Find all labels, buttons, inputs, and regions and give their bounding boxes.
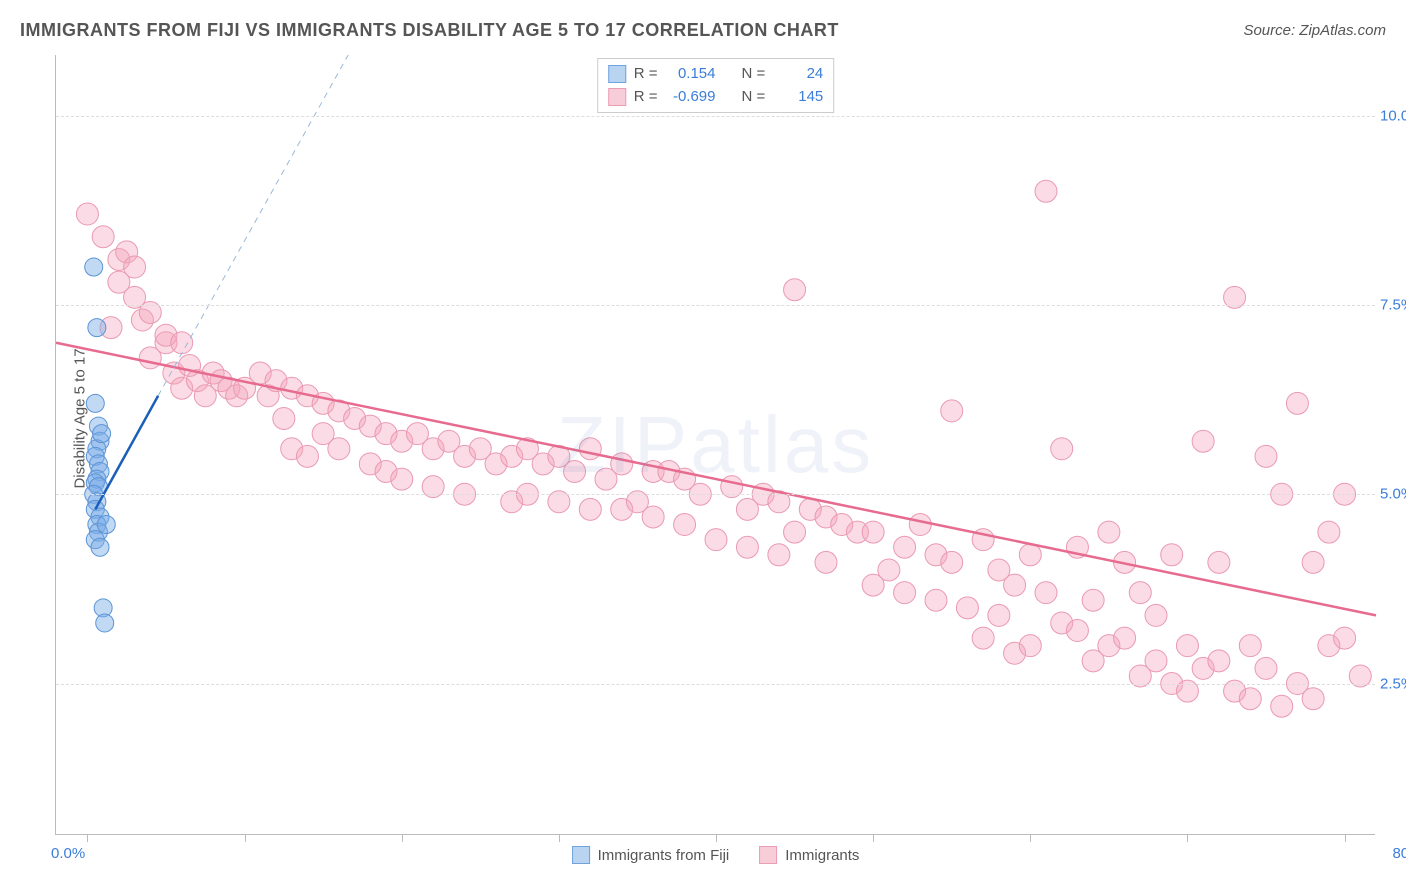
- gridline-h: [56, 494, 1375, 495]
- swatch-immigrants: [759, 846, 777, 864]
- y-tick-label: 2.5%: [1380, 675, 1406, 692]
- legend-item-immigrants: Immigrants: [759, 846, 859, 864]
- x-tick: [1030, 834, 1031, 842]
- y-tick-label: 7.5%: [1380, 296, 1406, 313]
- x-tick: [87, 834, 88, 842]
- legend-item-fiji: Immigrants from Fiji: [572, 846, 730, 864]
- n-value-fiji: 24: [773, 63, 823, 86]
- x-tick: [1345, 834, 1346, 842]
- r-label: R =: [634, 86, 658, 109]
- n-value-immigrants: 145: [773, 86, 823, 109]
- y-tick-label: 10.0%: [1380, 107, 1406, 124]
- r-value-immigrants: -0.699: [666, 86, 716, 109]
- swatch-fiji: [572, 846, 590, 864]
- y-tick-label: 5.0%: [1380, 486, 1406, 503]
- swatch-fiji: [608, 65, 626, 83]
- gridline-h: [56, 305, 1375, 306]
- n-label: N =: [742, 86, 766, 109]
- x-tick: [245, 834, 246, 842]
- scatter-plot-svg: [56, 55, 1375, 834]
- series-legend: Immigrants from Fiji Immigrants: [572, 846, 860, 864]
- n-label: N =: [742, 63, 766, 86]
- x-max-label: 80.0%: [1392, 845, 1406, 862]
- x-tick: [1187, 834, 1188, 842]
- legend-label-immigrants: Immigrants: [785, 847, 859, 864]
- stats-legend: R = 0.154 N = 24 R = -0.699 N = 145: [597, 58, 835, 113]
- gridline-h: [56, 116, 1375, 117]
- x-tick: [559, 834, 560, 842]
- gridline-h: [56, 684, 1375, 685]
- swatch-immigrants: [608, 88, 626, 106]
- r-value-fiji: 0.154: [666, 63, 716, 86]
- x-tick: [402, 834, 403, 842]
- stats-row-immigrants: R = -0.699 N = 145: [608, 86, 824, 109]
- source-label: Source: ZipAtlas.com: [1243, 22, 1386, 39]
- chart-header: IMMIGRANTS FROM FIJI VS IMMIGRANTS DISAB…: [20, 20, 1386, 41]
- stats-row-fiji: R = 0.154 N = 24: [608, 63, 824, 86]
- chart-plot-area: ZIPatlas R = 0.154 N = 24 R = -0.699 N =…: [55, 55, 1375, 835]
- chart-title: IMMIGRANTS FROM FIJI VS IMMIGRANTS DISAB…: [20, 20, 839, 41]
- x-tick: [873, 834, 874, 842]
- legend-label-fiji: Immigrants from Fiji: [598, 847, 730, 864]
- x-tick: [716, 834, 717, 842]
- x-min-label: 0.0%: [51, 845, 85, 862]
- r-label: R =: [634, 63, 658, 86]
